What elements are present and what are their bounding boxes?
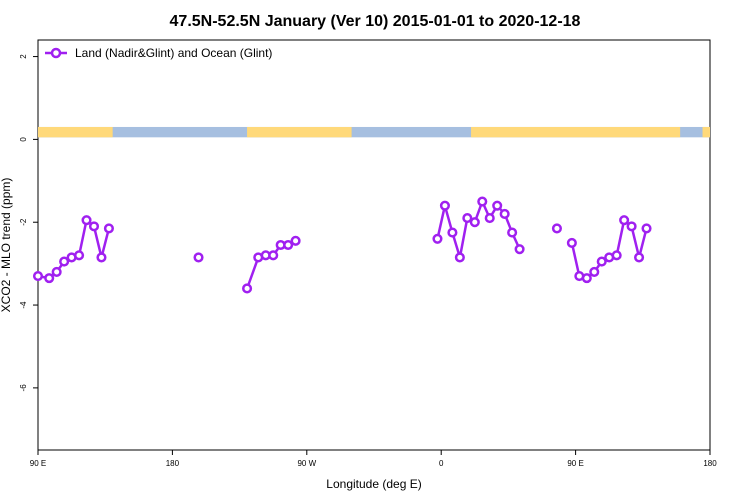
x-tick-label: 0 bbox=[439, 459, 444, 468]
data-point bbox=[611, 250, 622, 261]
y-axis-label: XCO2 - MLO trend (ppm) bbox=[0, 178, 13, 313]
x-axis: 90 E 180 90 W 0 90 E 180 bbox=[30, 450, 717, 468]
y-tick-label: -6 bbox=[19, 384, 28, 392]
x-tick-label: 90 E bbox=[30, 459, 46, 468]
data-point bbox=[589, 266, 600, 277]
data-point bbox=[193, 252, 204, 263]
data-point bbox=[566, 237, 577, 248]
y-tick-label: 2 bbox=[19, 54, 28, 59]
legend-label: Land (Nadir&Glint) and Ocean (Glint) bbox=[75, 46, 272, 60]
data-point bbox=[44, 273, 55, 284]
plot-frame bbox=[37, 39, 711, 451]
data-point bbox=[499, 208, 510, 219]
data-point bbox=[283, 239, 294, 251]
x-tick-label: 180 bbox=[703, 459, 717, 468]
data-point bbox=[484, 213, 495, 224]
x-tick-label: 90 E bbox=[567, 459, 583, 468]
data-point bbox=[74, 250, 85, 261]
y-tick-label: -2 bbox=[19, 218, 28, 226]
data-point bbox=[32, 271, 44, 282]
land-band-segment bbox=[471, 126, 681, 138]
data-point bbox=[626, 221, 637, 232]
data-point bbox=[469, 217, 480, 228]
data-point bbox=[619, 215, 630, 226]
data-point bbox=[551, 223, 562, 234]
data-point bbox=[514, 244, 525, 255]
data-point bbox=[641, 223, 652, 234]
data-point bbox=[634, 252, 645, 263]
series-layer bbox=[32, 196, 652, 294]
data-point bbox=[268, 250, 279, 261]
data-point bbox=[242, 283, 253, 294]
x-tick-label: 90 W bbox=[297, 459, 316, 468]
data-point bbox=[81, 215, 92, 226]
chart-title: 47.5N-52.5N January (Ver 10) 2015-01-01 … bbox=[170, 13, 581, 30]
data-point bbox=[96, 252, 107, 263]
ocean-band bbox=[38, 126, 710, 138]
land-band-segment bbox=[247, 126, 352, 138]
data-point bbox=[432, 233, 443, 244]
x-tick-label: 180 bbox=[166, 459, 180, 468]
land-band-segment bbox=[702, 126, 710, 138]
data-point bbox=[462, 213, 473, 224]
data-point bbox=[454, 252, 465, 263]
land-band-segment bbox=[38, 126, 113, 138]
data-point bbox=[477, 196, 488, 207]
data-point bbox=[88, 221, 100, 232]
data-point bbox=[492, 200, 503, 211]
y-axis: 2 0 -2 -4 -6 bbox=[19, 54, 38, 392]
data-point bbox=[596, 256, 607, 267]
data-point bbox=[103, 223, 114, 234]
y-tick-label: 0 bbox=[19, 137, 28, 142]
data-point bbox=[439, 200, 450, 211]
data-point bbox=[51, 266, 62, 277]
data-point bbox=[290, 235, 301, 246]
legend: Land (Nadir&Glint) and Ocean (Glint) bbox=[45, 46, 272, 60]
surface-type-band bbox=[38, 126, 710, 138]
data-point bbox=[581, 273, 592, 284]
y-tick-label: -4 bbox=[19, 301, 28, 309]
data-point bbox=[447, 227, 458, 238]
x-axis-label: Longitude (deg E) bbox=[326, 477, 421, 491]
data-point bbox=[507, 227, 518, 238]
legend-marker bbox=[50, 47, 62, 59]
data-point bbox=[59, 256, 70, 267]
